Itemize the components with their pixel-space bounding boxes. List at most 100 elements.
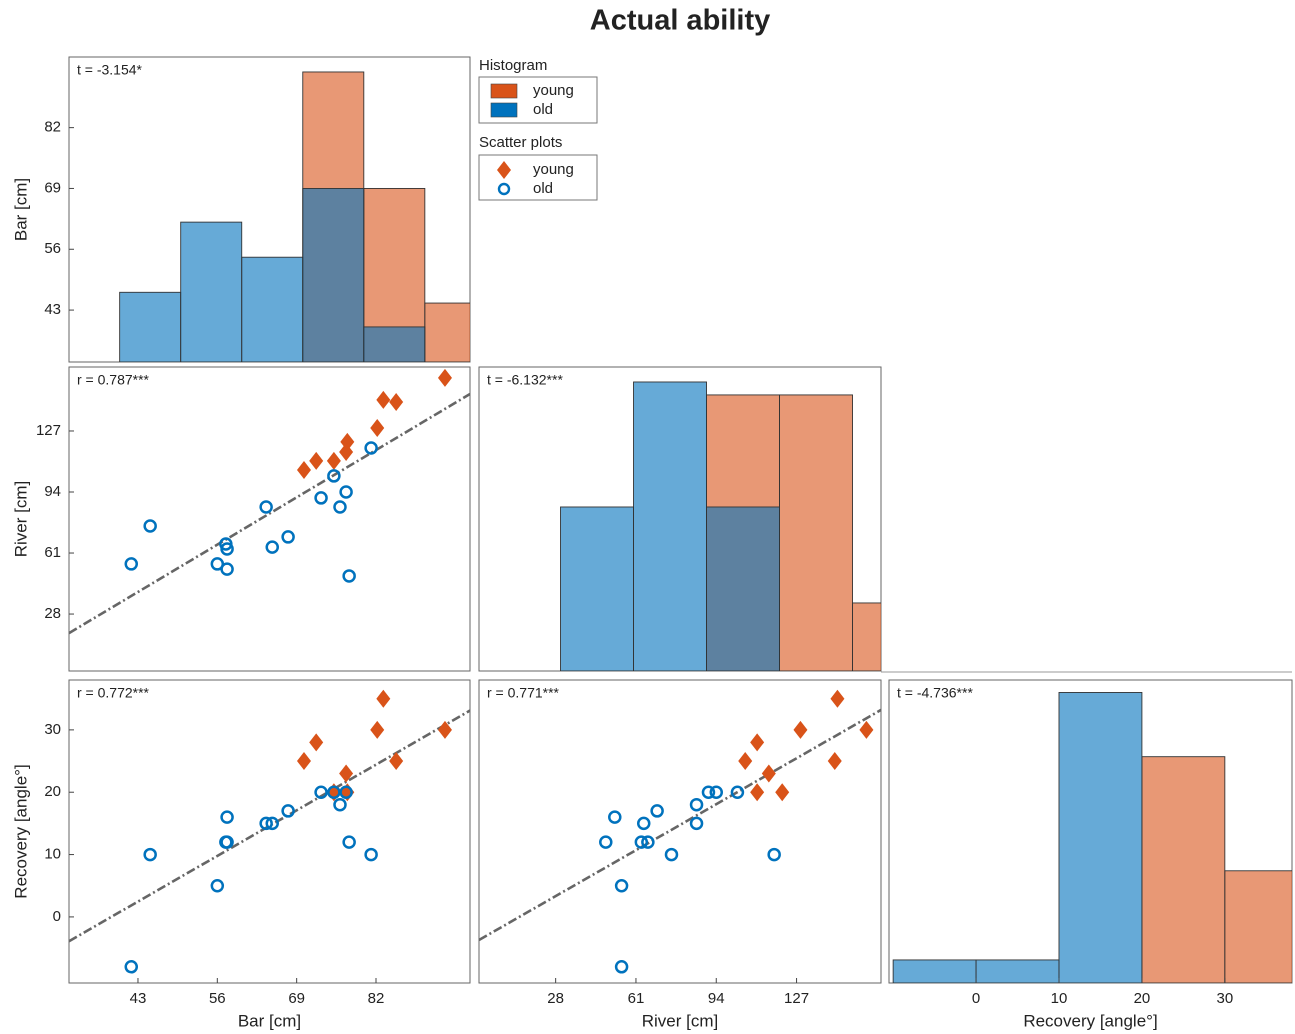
legend-marker: [497, 182, 511, 196]
scatter-point: [750, 733, 765, 752]
x-axis-label: Bar [cm]: [238, 1011, 301, 1030]
legend-swatch: [490, 83, 518, 99]
scatter-point: [220, 542, 234, 556]
scatter-point: [342, 569, 356, 583]
histogram-bar: [119, 291, 182, 362]
scatter-point: [370, 419, 385, 438]
scatter-point: [143, 847, 157, 862]
scatter-point: [342, 835, 356, 849]
scatter-point: [650, 804, 664, 818]
scatter-point: [259, 500, 273, 514]
scatter-point: [730, 785, 745, 799]
x-tick-label: 20: [1134, 990, 1151, 1007]
y-tick-label: 28: [44, 605, 61, 622]
panel-frame: [68, 366, 471, 672]
histogram-bar: [424, 302, 470, 362]
histogram-bar: [975, 959, 1060, 983]
x-tick-label: 0: [972, 990, 980, 1007]
legend-box: [478, 154, 598, 201]
legend-label: old: [533, 180, 553, 197]
scatter-point: [761, 764, 776, 783]
scatter-point: [608, 810, 622, 824]
scatter-point: [210, 878, 225, 893]
scatter-point: [709, 785, 724, 799]
histogram-bar: [180, 221, 243, 362]
legend-label: old: [533, 101, 553, 118]
x-tick-label: 56: [209, 990, 226, 1007]
histogram-bar: [560, 506, 634, 671]
scatter-point: [827, 752, 842, 771]
annotation: t = -6.132***: [487, 372, 563, 388]
scatter-point: [389, 392, 404, 411]
histogram-bar: [1058, 692, 1143, 983]
scatter-point: [339, 443, 354, 462]
scatter-point: [281, 530, 295, 544]
scatter-point: [124, 557, 139, 571]
scatter-point: [265, 816, 279, 831]
histogram-bar: [363, 326, 426, 362]
scatter-point: [327, 469, 341, 483]
scatter-point: [220, 810, 234, 824]
scatter-point: [339, 785, 353, 799]
histogram-bar: [1141, 756, 1226, 983]
scatter-point: [636, 816, 651, 831]
histogram-bar: [633, 381, 707, 671]
scatter-point: [309, 733, 324, 752]
scatter-point: [634, 835, 649, 849]
annotation: r = 0.771***: [487, 685, 560, 701]
scatter-point: [339, 485, 353, 499]
scatter-point: [701, 785, 716, 799]
scatter-point: [314, 785, 328, 799]
y-tick-label: 0: [53, 908, 61, 925]
chart-title: Actual ability: [590, 5, 771, 37]
x-tick-label: 10: [1051, 990, 1068, 1007]
scatter-point: [750, 783, 765, 802]
legend-marker: [497, 161, 511, 179]
plot-area: [69, 368, 470, 635]
y-tick-label: 20: [44, 783, 61, 800]
scatter-point: [333, 500, 347, 514]
histogram-bar: [706, 506, 780, 671]
histogram-bar: [779, 394, 853, 671]
scatter-point: [220, 835, 234, 849]
scatter-point: [437, 368, 452, 387]
scatter-point: [599, 835, 613, 849]
scatter-point: [296, 460, 311, 479]
legend-swatch: [490, 102, 518, 118]
plot-area: [560, 381, 881, 671]
scatter-point: [314, 491, 328, 505]
x-tick-label: 28: [547, 990, 564, 1007]
y-axis-label: Recovery [angle°]: [11, 764, 30, 898]
scatter-point: [364, 847, 378, 862]
x-axis-label: Recovery [angle°]: [1023, 1011, 1157, 1030]
y-tick-label: 127: [36, 422, 61, 439]
y-tick-label: 69: [44, 179, 61, 196]
y-axis-label: Bar [cm]: [11, 178, 30, 241]
scatter-point: [124, 960, 139, 974]
x-tick-label: 43: [130, 990, 147, 1007]
annotation: t = -3.154*: [77, 62, 143, 78]
legend-title: Scatter plots: [479, 134, 562, 151]
scatter-point: [437, 720, 452, 739]
histogram-bar: [302, 187, 365, 362]
histogram-bar: [852, 602, 881, 671]
scatter-point: [793, 720, 808, 739]
y-tick-label: 30: [44, 721, 61, 738]
scatter-point: [689, 816, 704, 831]
x-tick-label: 69: [288, 990, 305, 1007]
plot-area: [479, 689, 881, 974]
x-axis-label: River [cm]: [642, 1011, 719, 1030]
scatter-point: [738, 752, 753, 771]
scatter-point: [641, 835, 655, 849]
scatter-point: [859, 720, 874, 739]
scatter-point: [389, 752, 404, 771]
scatter-point: [664, 847, 679, 862]
scatter-point: [689, 797, 704, 812]
annotation: t = -4.736***: [897, 685, 973, 701]
scatter-point: [220, 562, 234, 576]
scatter-point: [259, 816, 273, 831]
panel-frame: [68, 679, 471, 984]
scatter-point: [281, 804, 295, 818]
y-tick-label: 43: [44, 301, 61, 318]
x-tick-label: 127: [784, 990, 809, 1007]
